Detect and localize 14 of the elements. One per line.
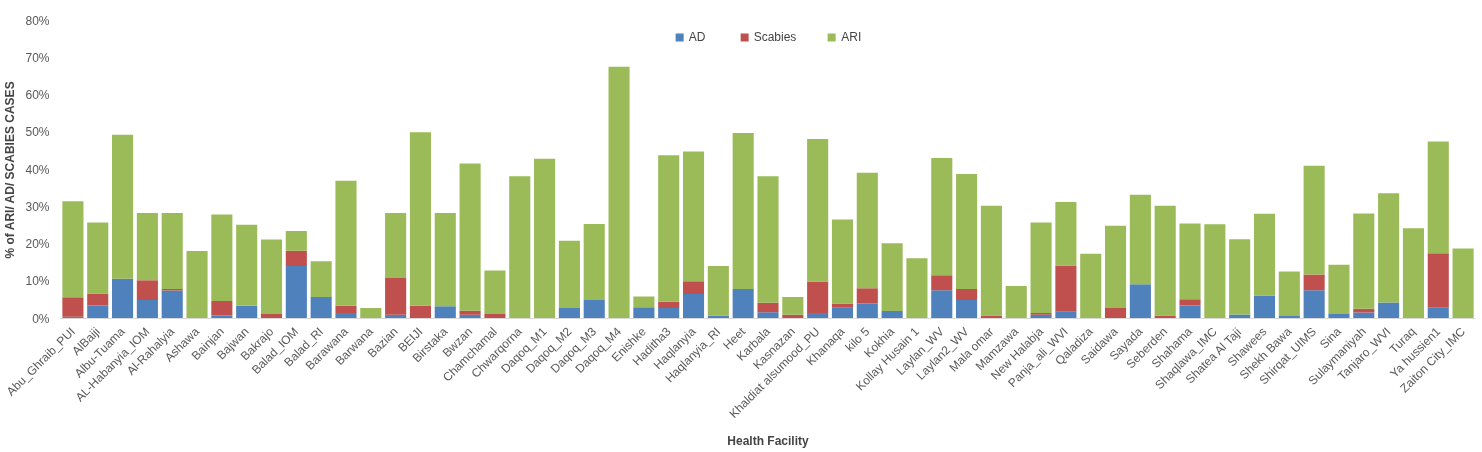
y-tick-label: 10% <box>25 274 50 289</box>
x-axis-title: Health Facility <box>727 433 809 448</box>
y-tick-label: 50% <box>25 125 50 140</box>
y-tick-label: 70% <box>25 50 50 65</box>
legend-label: AD <box>688 30 707 44</box>
y-axis-title: % of ARI/ AD/ SCABIES CASES <box>3 81 18 259</box>
y-tick-label: 0% <box>32 311 50 326</box>
y-tick-label: 60% <box>25 88 50 102</box>
y-tick-label: 20% <box>25 237 50 251</box>
y-tick-label: 80% <box>25 13 50 28</box>
y-tick-label: 30% <box>25 199 50 214</box>
legend-label: Scabies <box>753 30 797 44</box>
y-tick-label: 40% <box>25 162 50 177</box>
legend-label: ARI <box>841 30 862 44</box>
